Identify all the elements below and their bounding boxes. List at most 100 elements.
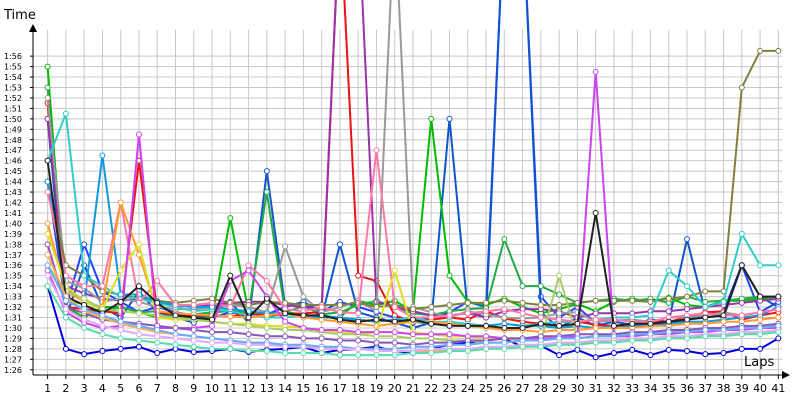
x-tick-label: 1 — [44, 382, 51, 395]
data-point — [99, 152, 106, 159]
data-point — [556, 316, 563, 323]
data-point — [245, 322, 252, 329]
x-tick-label: 5 — [117, 382, 124, 395]
y-tick-label: 1:37 — [4, 251, 22, 260]
y-axis-arrow-icon — [29, 24, 37, 32]
x-tick-label: 33 — [625, 382, 639, 395]
data-point — [501, 345, 508, 352]
data-point — [391, 329, 398, 336]
data-point — [117, 267, 124, 274]
data-point — [501, 324, 508, 331]
data-point — [556, 352, 563, 359]
data-point — [209, 339, 216, 346]
y-tick-label: 1:53 — [4, 84, 22, 93]
data-point — [409, 331, 416, 338]
data-point — [117, 345, 124, 352]
data-point — [610, 339, 617, 346]
data-point — [428, 304, 435, 311]
data-point — [62, 110, 69, 117]
data-point — [391, 304, 398, 311]
data-point — [592, 310, 599, 317]
data-point — [355, 352, 362, 359]
data-point — [263, 295, 270, 302]
data-point — [738, 84, 745, 91]
x-tick-label: 6 — [135, 382, 142, 395]
data-point — [775, 293, 782, 300]
data-point — [209, 299, 216, 306]
data-point — [483, 308, 490, 315]
data-point — [44, 189, 51, 196]
y-tick-label: 1:50 — [4, 115, 22, 124]
data-point — [135, 337, 142, 344]
data-point — [282, 318, 289, 325]
data-point — [592, 316, 599, 323]
data-point — [172, 324, 179, 331]
data-point — [574, 346, 581, 353]
data-point — [117, 199, 124, 206]
data-point — [81, 306, 88, 313]
y-tick-label: 1:34 — [4, 282, 22, 291]
y-tick-label: 1:46 — [4, 157, 22, 166]
data-point — [318, 327, 325, 334]
x-tick-label: 40 — [753, 382, 767, 395]
y-tick-label: 1:33 — [4, 293, 22, 302]
y-tick-label: 1:30 — [4, 324, 22, 333]
data-point — [574, 320, 581, 327]
data-point — [209, 329, 216, 336]
data-point — [336, 301, 343, 308]
data-point — [154, 339, 161, 346]
data-point — [44, 283, 51, 290]
data-point — [135, 283, 142, 290]
data-point — [282, 243, 289, 250]
x-tick-label: 32 — [607, 382, 621, 395]
data-point — [282, 333, 289, 340]
x-tick-label: 2 — [62, 382, 69, 395]
data-point — [537, 320, 544, 327]
data-point — [757, 345, 764, 352]
x-tick-label: 23 — [443, 382, 457, 395]
data-point — [282, 310, 289, 317]
y-tick-label: 1:51 — [4, 104, 22, 113]
data-point — [684, 347, 691, 354]
data-point — [556, 310, 563, 317]
data-point — [190, 337, 197, 344]
data-point — [757, 47, 764, 54]
data-point — [428, 350, 435, 357]
data-point — [62, 306, 69, 313]
data-point — [99, 331, 106, 338]
data-point — [738, 262, 745, 269]
data-point — [592, 354, 599, 361]
data-point — [738, 299, 745, 306]
data-point — [409, 350, 416, 357]
x-tick-label: 7 — [154, 382, 161, 395]
data-point — [190, 301, 197, 308]
data-point — [172, 312, 179, 319]
data-point — [245, 301, 252, 308]
data-point — [336, 241, 343, 248]
data-point — [81, 272, 88, 279]
data-point — [99, 283, 106, 290]
x-tick-label: 27 — [516, 382, 530, 395]
data-point — [501, 306, 508, 313]
data-point — [318, 335, 325, 342]
y-tick-label: 1:26 — [4, 366, 22, 375]
data-point — [81, 324, 88, 331]
data-point — [355, 329, 362, 336]
data-point — [775, 329, 782, 336]
data-point — [172, 341, 179, 348]
y-axis-title: Time — [3, 8, 36, 23]
data-point — [62, 297, 69, 304]
data-point — [373, 316, 380, 323]
data-point — [629, 337, 636, 344]
x-tick-label: 38 — [717, 382, 731, 395]
x-tick-label: 31 — [589, 382, 603, 395]
data-point — [81, 316, 88, 323]
data-point — [556, 301, 563, 308]
data-point — [483, 345, 490, 352]
data-point — [537, 283, 544, 290]
data-point — [263, 312, 270, 319]
data-point — [629, 320, 636, 327]
data-point — [245, 347, 252, 354]
data-point — [135, 322, 142, 329]
